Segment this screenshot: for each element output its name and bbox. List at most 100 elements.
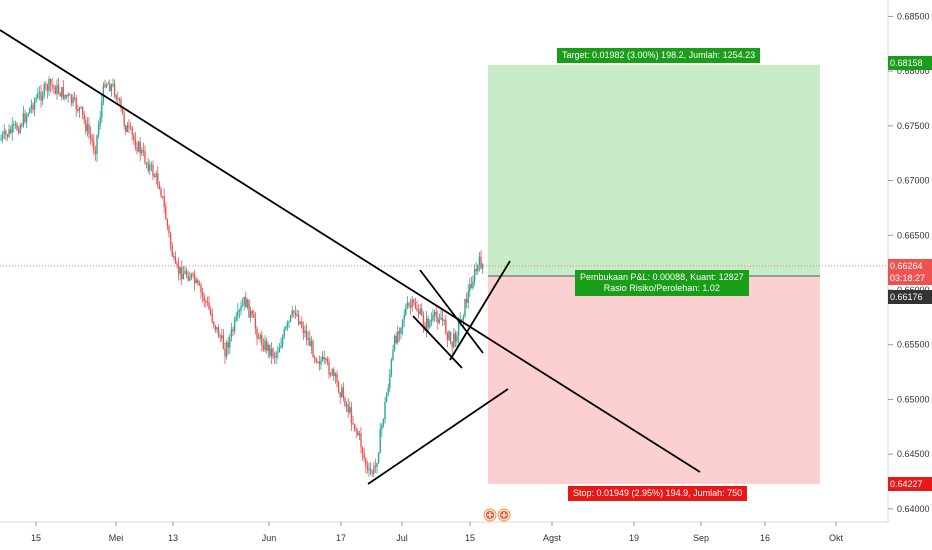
downtrend-line[interactable] <box>0 29 701 473</box>
candle-body <box>366 466 369 470</box>
candle-body <box>401 319 404 328</box>
candle-body <box>382 418 385 426</box>
candle-body <box>149 164 151 171</box>
candle-body <box>328 362 330 375</box>
candle-body <box>446 333 449 340</box>
candle-body <box>5 130 7 135</box>
event-marker[interactable] <box>483 508 497 522</box>
candle-body <box>109 83 111 92</box>
candle-body <box>280 345 282 348</box>
candle-body <box>245 296 247 308</box>
candle-body <box>78 107 81 111</box>
date-tick-label: 15 <box>31 533 41 543</box>
candle-body <box>176 263 178 265</box>
candle-body <box>16 124 18 130</box>
candle-body <box>97 125 100 136</box>
candle-body <box>291 310 293 316</box>
candle-body <box>286 322 289 328</box>
candle-body <box>379 429 381 454</box>
candle-body <box>107 83 109 85</box>
candle-body <box>69 94 71 96</box>
time-axis[interactable]: 15 Mei 13 Jun 17 Jul 15 Agst 19 Sep 16 Okt <box>31 522 844 543</box>
target-price-tag: 0.68158 <box>888 56 932 70</box>
candle-body <box>145 162 148 164</box>
candle-body <box>350 407 353 424</box>
candle-body <box>192 273 194 275</box>
candle-body <box>208 302 210 310</box>
candle-body <box>467 291 469 303</box>
candle-body <box>85 120 87 132</box>
candle-body <box>67 94 69 97</box>
candle-body <box>136 147 138 152</box>
candle-body <box>392 349 394 360</box>
candle-body <box>438 319 441 323</box>
candle-body <box>238 310 241 312</box>
candle-body <box>144 151 146 163</box>
candle-body <box>441 317 444 321</box>
candle-body <box>285 327 287 330</box>
target-zone[interactable] <box>488 65 820 276</box>
candle-body <box>365 458 367 467</box>
candle-body <box>134 139 137 148</box>
candle-body <box>355 429 357 431</box>
date-tick-label: 13 <box>168 533 178 543</box>
candle-body <box>411 299 413 308</box>
candle-body <box>24 113 26 123</box>
candle-body <box>400 327 402 334</box>
candle-body <box>377 453 380 464</box>
candle-body <box>37 93 39 99</box>
date-tick-label: Jul <box>396 533 408 543</box>
candle-body <box>150 164 153 166</box>
event-marker[interactable] <box>497 508 511 522</box>
candle-body <box>65 94 68 97</box>
candle-body <box>321 356 324 361</box>
candle-body <box>32 104 34 110</box>
candle-body <box>155 173 157 178</box>
candle-body <box>265 340 268 351</box>
candle-body <box>326 358 329 363</box>
candle-body <box>296 314 298 316</box>
candle-body <box>360 433 362 448</box>
candle-body <box>193 273 196 284</box>
flag-upper-line[interactable] <box>419 269 484 354</box>
stop-zone[interactable] <box>488 276 820 484</box>
entry-price-tag: 0.66176 <box>888 290 932 304</box>
candle-body <box>33 100 36 110</box>
candle-body <box>185 270 188 276</box>
candle-body <box>289 315 292 322</box>
candle-body <box>72 97 74 104</box>
date-tick-label: 16 <box>760 533 770 543</box>
candle-body <box>30 104 33 108</box>
candle-body <box>449 331 452 342</box>
candle-body <box>389 374 391 388</box>
candle-body <box>315 358 317 363</box>
candle-body <box>456 335 458 342</box>
candle-body <box>257 338 260 340</box>
candle-body <box>158 184 161 190</box>
candle-body <box>161 196 164 198</box>
candle-body <box>163 196 165 207</box>
uptrend-line[interactable] <box>367 388 509 485</box>
flag-lower-line[interactable] <box>412 315 463 369</box>
candle-body <box>113 84 116 96</box>
candle-body <box>465 298 468 303</box>
candle-body <box>197 279 199 284</box>
breakout-line[interactable] <box>449 260 511 361</box>
candle-body <box>368 468 370 470</box>
candle-body <box>433 311 436 315</box>
candle-body <box>288 321 290 323</box>
candle-body <box>6 134 9 137</box>
candle-body <box>349 407 351 413</box>
candle-body <box>312 341 314 358</box>
candle-body <box>339 392 341 398</box>
candle-body <box>277 352 279 354</box>
date-tick-label: Mei <box>109 533 124 543</box>
candle-body <box>430 319 433 322</box>
price-axis[interactable]: 0.685000.680000.675000.670000.665000.660… <box>888 11 930 514</box>
candle-body <box>40 92 42 101</box>
candle-body <box>307 338 309 340</box>
candle-body <box>46 85 49 91</box>
candle-body <box>171 246 173 257</box>
